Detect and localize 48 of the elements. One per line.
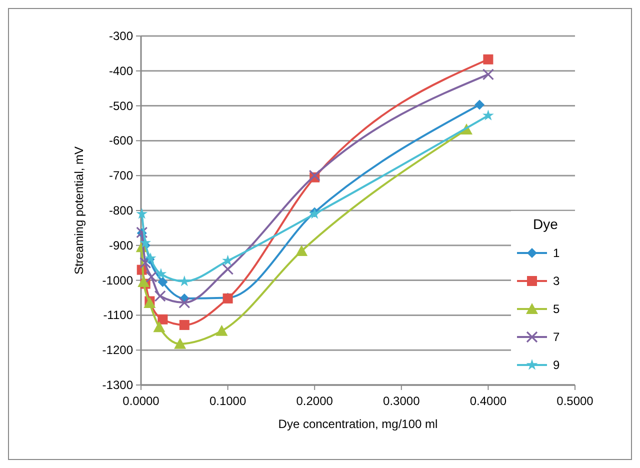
point	[154, 290, 166, 302]
y-tick-label: -1200	[102, 343, 134, 358]
y-tick-label: -800	[108, 204, 134, 218]
point	[222, 254, 234, 266]
point	[179, 320, 190, 330]
point	[483, 54, 494, 64]
point	[146, 271, 158, 283]
point	[178, 296, 190, 308]
point	[158, 277, 168, 288]
point	[153, 321, 166, 332]
x-tick-label: 0.2000	[296, 394, 334, 408]
y-tick-label: -1100	[103, 308, 134, 322]
y-tick-label: -1000	[102, 273, 134, 288]
point	[136, 208, 148, 219]
point	[216, 324, 228, 336]
x-tick-label: 0.1000	[209, 394, 246, 408]
y-tick-label: -900	[108, 238, 134, 252]
y-tick-label: -300	[108, 29, 134, 43]
y-tick-label: -1300	[102, 378, 134, 392]
x-tick-label: 0.4000	[470, 394, 507, 408]
x-tick-label: 0.0000	[122, 394, 160, 408]
y-axis-title: Streaming potential, mV	[72, 146, 86, 275]
point	[174, 338, 186, 349]
point	[308, 170, 320, 182]
point	[222, 263, 234, 275]
y-tick-label: -600	[108, 134, 134, 148]
point	[296, 244, 308, 256]
point	[140, 257, 152, 269]
point	[482, 110, 494, 120]
legend-title: Dye	[533, 216, 558, 232]
y-tick-label: -500	[108, 98, 134, 113]
legend-label: 3	[553, 274, 560, 288]
point	[140, 236, 152, 248]
point	[158, 314, 168, 324]
point	[138, 276, 150, 288]
y-tick-label: -700	[108, 168, 134, 183]
legend-label: 7	[553, 330, 560, 344]
y-tick-label: -400	[108, 64, 134, 78]
x-tick-label: 0.3000	[383, 394, 420, 408]
legend-label: 9	[553, 358, 560, 372]
point	[155, 268, 167, 279]
point	[474, 100, 485, 110]
point	[178, 275, 190, 286]
point	[482, 68, 494, 80]
legend-label: 5	[553, 302, 560, 316]
x-axis-title: Dye concentration, mg/100 ml	[278, 417, 438, 431]
legend-label: 1	[553, 246, 560, 260]
x-tick-label: 0.5000	[556, 394, 594, 408]
